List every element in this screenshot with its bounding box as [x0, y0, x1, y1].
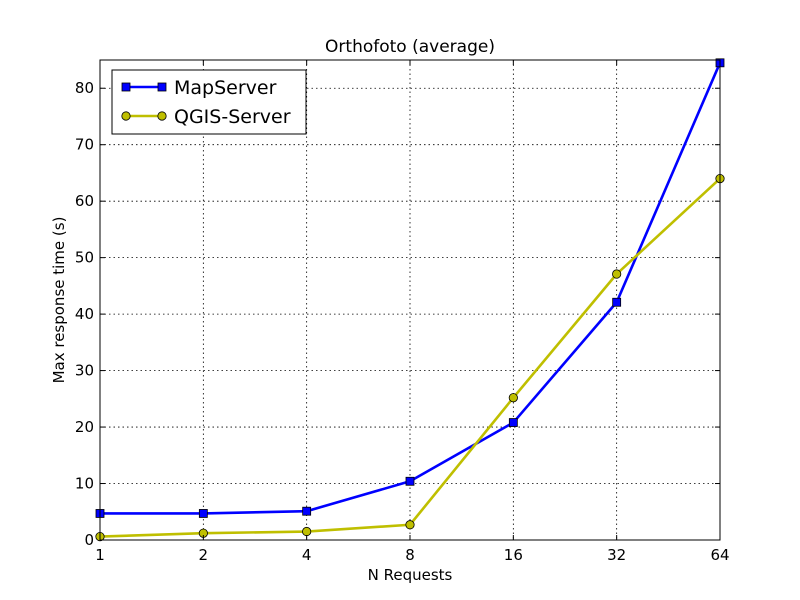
- data-point-qgis-server: [612, 269, 622, 279]
- legend-item-mapserver: MapServer: [121, 77, 277, 99]
- x-tick-label: 8: [405, 546, 415, 564]
- legend-label-mapserver: MapServer: [174, 77, 277, 99]
- data-point-qgis-server: [508, 393, 518, 403]
- legend-marker-qgis-server: [121, 111, 131, 121]
- x-tick-label: 32: [607, 546, 626, 564]
- y-tick-label: 60: [75, 192, 94, 210]
- y-tick-label: 70: [75, 136, 94, 154]
- series-qgis-server: [95, 173, 725, 542]
- y-tick-label: 20: [75, 418, 94, 436]
- y-tick-label: 50: [75, 249, 94, 267]
- y-tick-label: 40: [75, 305, 94, 323]
- series-layer: [95, 58, 725, 542]
- data-point-mapserver: [405, 476, 415, 486]
- y-tick-label: 30: [75, 362, 94, 380]
- data-point-mapserver: [198, 509, 208, 518]
- x-tick-label: 1: [95, 546, 105, 564]
- y-tick-label: 10: [75, 475, 94, 493]
- legend-marker-mapserver: [121, 82, 131, 92]
- data-point-mapserver: [612, 297, 622, 307]
- ticks: 1 2 4 8 16 32 64 0 10 20 30 40 50 60 70 80: [75, 60, 730, 564]
- x-tick-label: 4: [302, 546, 312, 564]
- legend-label-qgis-server: QGIS-Server: [174, 106, 291, 128]
- data-point-qgis-server: [405, 520, 415, 530]
- y-axis-label: Max response time (s): [50, 217, 68, 384]
- x-tick-label: 16: [504, 546, 523, 564]
- legend-marker-mapserver: [157, 82, 167, 92]
- legend-box: [111, 69, 307, 135]
- data-point-qgis-server: [302, 526, 312, 537]
- legend-item-qgis-server: QGIS-Server: [121, 106, 291, 128]
- data-point-mapserver: [508, 418, 518, 427]
- y-tick-label: 0: [84, 531, 94, 549]
- legend: MapServer QGIS-Server: [111, 69, 307, 135]
- legend-marker-qgis-server: [157, 111, 167, 121]
- chart-title: Orthofoto (average): [325, 37, 495, 57]
- x-tick-label: 2: [199, 546, 209, 564]
- data-point-mapserver: [302, 506, 312, 516]
- y-tick-label: 80: [75, 79, 94, 97]
- x-axis-label: N Requests: [368, 566, 453, 584]
- x-tick-label: 64: [710, 546, 729, 564]
